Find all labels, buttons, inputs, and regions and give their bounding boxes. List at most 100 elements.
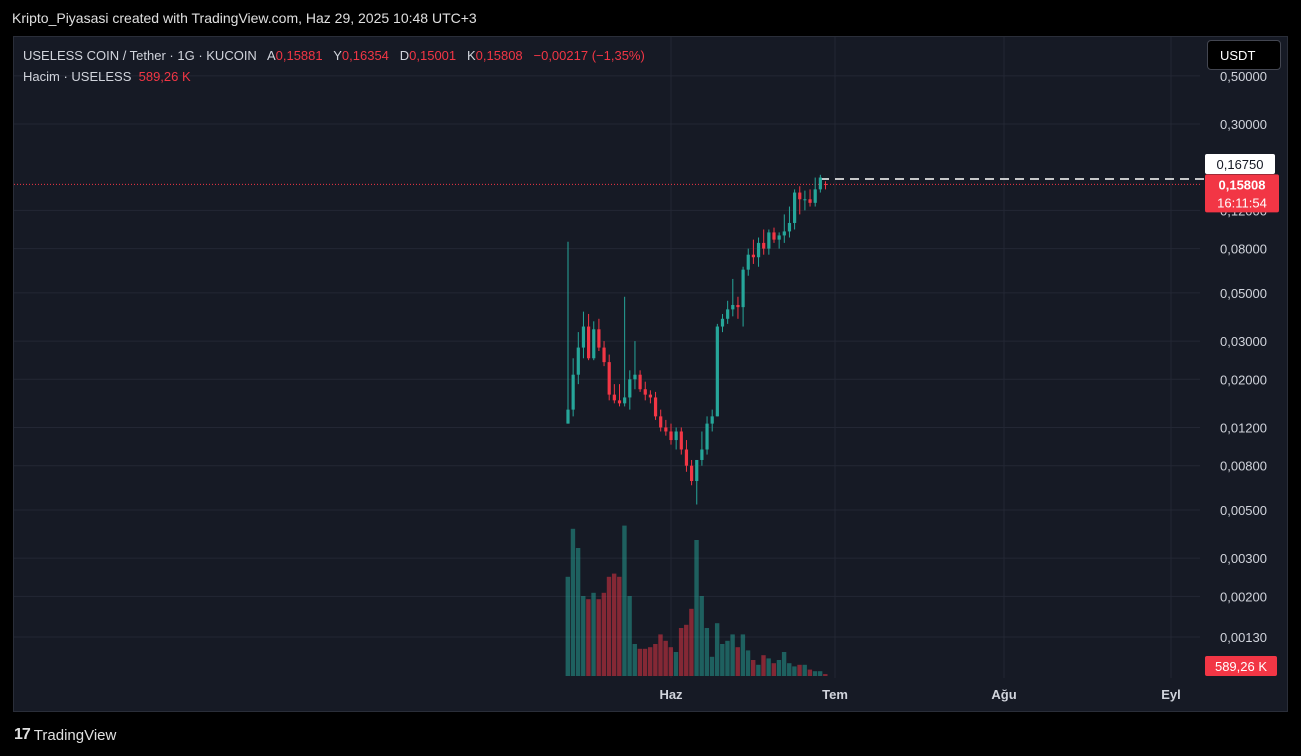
volume-bar bbox=[694, 540, 699, 676]
currency-button[interactable]: USDT bbox=[1207, 40, 1281, 70]
last-price-label: 0,15808 bbox=[1219, 177, 1266, 192]
volume-bar bbox=[684, 624, 689, 676]
volume-bar bbox=[761, 655, 766, 676]
footer-brand[interactable]: TradingView bbox=[33, 726, 117, 744]
dashed-level-label: 0,16750 bbox=[1217, 157, 1264, 172]
volume-bar bbox=[771, 663, 776, 676]
ohlc-row: USELESS COIN / Tether · 1G · KUCOIN A0,1… bbox=[23, 45, 645, 66]
price-tick-label: 0,00500 bbox=[1220, 503, 1267, 518]
volume-bar bbox=[668, 647, 673, 676]
candle-body bbox=[674, 431, 678, 441]
volume-bar bbox=[699, 596, 704, 676]
chart-legend: USELESS COIN / Tether · 1G · KUCOIN A0,1… bbox=[23, 45, 645, 87]
symbol-label[interactable]: USELESS COIN / Tether · 1G · KUCOIN bbox=[23, 48, 257, 63]
volume-bar bbox=[751, 660, 756, 676]
volume-bar bbox=[792, 666, 797, 676]
footer: 17 TradingView bbox=[14, 724, 116, 746]
candle-body bbox=[638, 374, 642, 390]
volume-bar bbox=[689, 608, 694, 676]
candle-body bbox=[623, 397, 627, 404]
candle-body bbox=[659, 416, 663, 428]
volume-bar bbox=[658, 634, 663, 676]
candle-body bbox=[767, 232, 771, 249]
volume-bar bbox=[740, 634, 746, 676]
volume-value: 589,26 K bbox=[138, 69, 191, 84]
volume-bar bbox=[606, 576, 612, 676]
volume-bar bbox=[797, 664, 802, 676]
volume-badge-label: 589,26 K bbox=[1215, 659, 1267, 674]
price-tick-label: 0,01200 bbox=[1220, 420, 1267, 435]
candle-body bbox=[777, 235, 781, 240]
volume-bar bbox=[565, 576, 570, 676]
close-label: K bbox=[466, 48, 476, 63]
volume-bar bbox=[776, 660, 782, 676]
candle-body bbox=[823, 183, 828, 185]
volume-bar bbox=[802, 664, 807, 676]
open-value: 0,15881 bbox=[275, 48, 323, 63]
candle-body bbox=[813, 189, 817, 203]
volume-bar bbox=[704, 628, 710, 676]
candle-body bbox=[782, 231, 786, 236]
candle-body bbox=[690, 465, 694, 482]
volume-bar bbox=[581, 596, 586, 676]
header-title: Kripto_Piyasasi created with TradingView… bbox=[12, 10, 477, 26]
candle-body bbox=[803, 199, 807, 201]
volume-bar bbox=[648, 647, 653, 676]
candle-body bbox=[720, 318, 725, 327]
candle-body bbox=[669, 431, 673, 441]
volume-bar bbox=[787, 663, 792, 676]
candle-body bbox=[715, 326, 719, 417]
candle-body bbox=[731, 304, 735, 310]
volume-badge bbox=[1205, 656, 1277, 676]
candle-body bbox=[726, 309, 730, 319]
candle-body bbox=[787, 222, 792, 232]
candle-body bbox=[597, 329, 601, 348]
chart-frame bbox=[13, 36, 1288, 712]
price-tick-label: 0,00300 bbox=[1220, 551, 1267, 566]
volume-bar bbox=[817, 671, 823, 676]
candle-body bbox=[633, 374, 637, 380]
change-value: −0,00217 (−1,35%) bbox=[533, 48, 645, 63]
candle-body bbox=[612, 394, 616, 401]
candle-body bbox=[762, 242, 766, 249]
price-tick-label: 0,02000 bbox=[1220, 372, 1267, 387]
candle-body bbox=[566, 409, 570, 424]
price-tick-label: 0,00200 bbox=[1220, 589, 1267, 604]
volume-bar bbox=[714, 623, 720, 676]
header-bar: Kripto_Piyasasi created with TradingView… bbox=[0, 0, 1301, 36]
time-axis-label: Ağu bbox=[991, 687, 1016, 702]
volume-bar bbox=[617, 576, 622, 676]
candle-body bbox=[741, 269, 745, 308]
candle-body bbox=[798, 192, 802, 200]
volume-bar bbox=[756, 664, 761, 676]
candle-body bbox=[736, 304, 740, 308]
candle-body bbox=[602, 347, 606, 363]
candle-body bbox=[746, 254, 750, 270]
candle-body bbox=[679, 431, 683, 450]
candle-body bbox=[772, 232, 776, 240]
volume-label[interactable]: Hacim · USELESS bbox=[23, 69, 132, 84]
volume-bar bbox=[642, 648, 648, 676]
candle-body bbox=[793, 192, 797, 223]
open-label: A bbox=[266, 48, 276, 63]
price-tick-label: 0,03000 bbox=[1220, 334, 1267, 349]
volume-bar bbox=[611, 573, 617, 676]
volume-bar bbox=[596, 599, 601, 676]
time-axis-label: Haz bbox=[659, 687, 683, 702]
low-label: D bbox=[399, 48, 410, 63]
candle-body bbox=[705, 423, 709, 450]
candle-body bbox=[617, 400, 622, 404]
time-axis-label: Eyl bbox=[1161, 687, 1181, 702]
dashed-level-badge bbox=[1205, 153, 1275, 174]
high-value: 0,16354 bbox=[341, 48, 389, 63]
volume-bar bbox=[632, 644, 637, 676]
price-tick-label: 0,00130 bbox=[1220, 630, 1267, 645]
volume-bar bbox=[637, 648, 643, 676]
candle-body bbox=[818, 177, 822, 190]
candle-body bbox=[581, 326, 586, 348]
candle-body bbox=[607, 362, 611, 395]
price-tick-label: 0,50000 bbox=[1220, 69, 1267, 84]
tradingview-logo-icon[interactable]: 17 bbox=[14, 726, 31, 743]
volume-bar bbox=[823, 674, 828, 676]
